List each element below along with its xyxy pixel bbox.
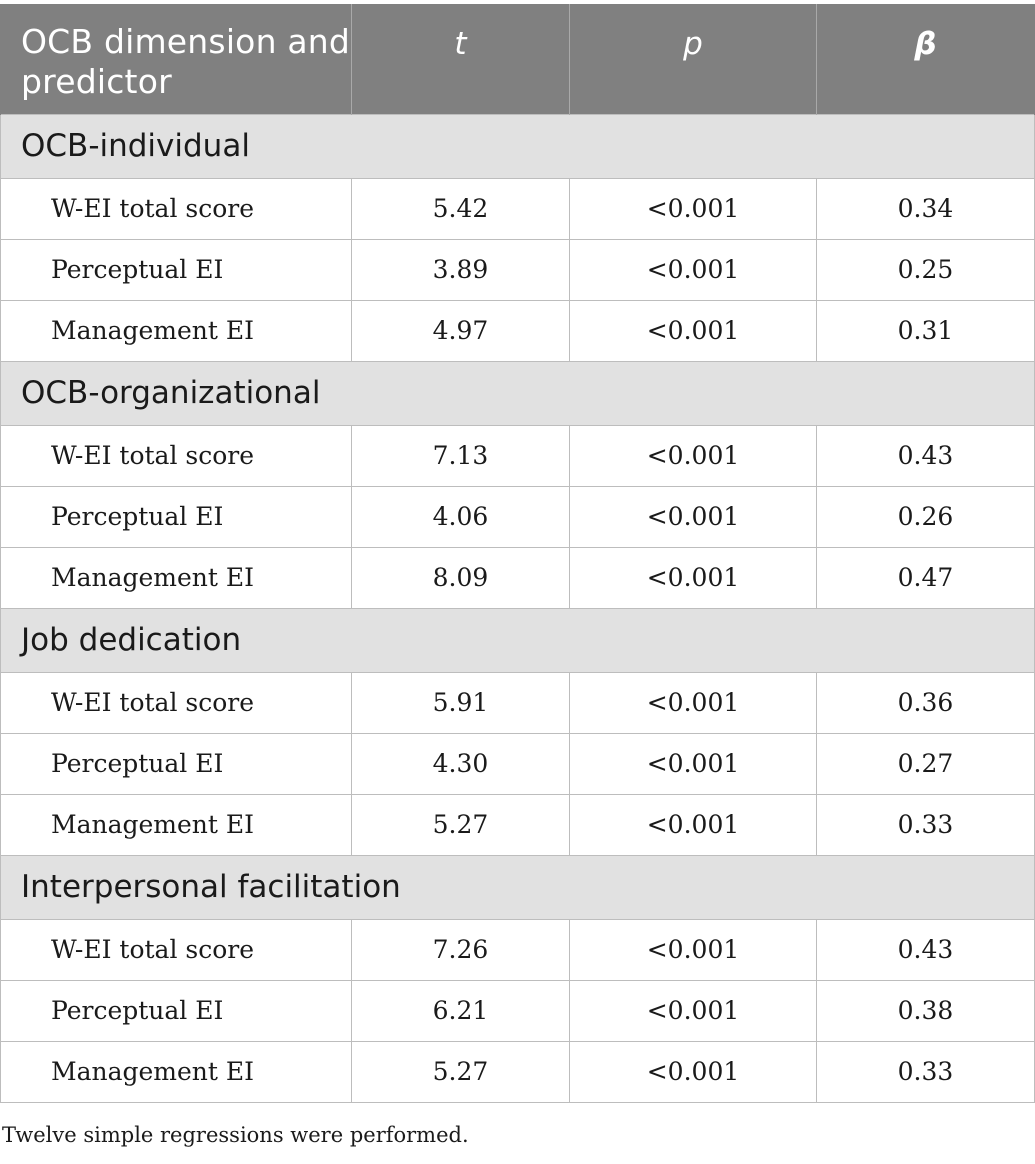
t-cell: 4.30 — [351, 732, 570, 795]
header-beta: β — [816, 4, 1035, 114]
group-row: Interpersonal facilitation — [0, 854, 1035, 920]
predictor-cell: Perceptual EI — [0, 732, 352, 795]
beta-cell: 0.27 — [816, 732, 1035, 795]
predictor-cell: Management EI — [0, 1040, 352, 1103]
p-cell: <0.001 — [569, 1040, 817, 1103]
predictor-cell: Perceptual EI — [0, 979, 352, 1042]
t-cell: 5.27 — [351, 793, 570, 856]
p-cell: <0.001 — [569, 979, 817, 1042]
t-cell: 5.42 — [351, 177, 570, 240]
predictor-cell: W-EI total score — [0, 918, 352, 981]
table-row: W-EI total score 5.42 <0.001 0.34 — [0, 177, 1035, 240]
t-cell: 5.27 — [351, 1040, 570, 1103]
p-cell: <0.001 — [569, 918, 817, 981]
beta-cell: 0.33 — [816, 1040, 1035, 1103]
table-row: Management EI 8.09 <0.001 0.47 — [0, 546, 1035, 609]
header-dimension-predictor: OCB dimension and predictor — [0, 4, 352, 114]
beta-cell: 0.31 — [816, 299, 1035, 362]
group-row: OCB-organizational — [0, 360, 1035, 426]
regression-table-container: OCB dimension and predictor t p β OCB-in… — [0, 4, 1035, 1103]
predictor-cell: Management EI — [0, 793, 352, 856]
table-row: Management EI 5.27 <0.001 0.33 — [0, 1040, 1035, 1103]
p-cell: <0.001 — [569, 732, 817, 795]
beta-cell: 0.25 — [816, 238, 1035, 301]
p-cell: <0.001 — [569, 238, 817, 301]
group-title: OCB-organizational — [0, 360, 1035, 426]
table-footnote: Twelve simple regressions were performed… — [2, 1123, 469, 1147]
t-cell: 7.13 — [351, 424, 570, 487]
table-row: Perceptual EI 4.06 <0.001 0.26 — [0, 485, 1035, 548]
predictor-cell: Management EI — [0, 546, 352, 609]
regression-table: OCB dimension and predictor t p β OCB-in… — [0, 4, 1035, 1103]
predictor-cell: W-EI total score — [0, 177, 352, 240]
table-row: Perceptual EI 6.21 <0.001 0.38 — [0, 979, 1035, 1042]
predictor-cell: Management EI — [0, 299, 352, 362]
group-row: OCB-individual — [0, 113, 1035, 179]
header-row: OCB dimension and predictor t p β — [0, 4, 1035, 114]
header-p: p — [569, 4, 817, 114]
beta-cell: 0.36 — [816, 671, 1035, 734]
predictor-cell: Perceptual EI — [0, 485, 352, 548]
t-cell: 8.09 — [351, 546, 570, 609]
table-body: OCB-individual W-EI total score 5.42 <0.… — [0, 113, 1035, 1103]
table-row: Perceptual EI 3.89 <0.001 0.25 — [0, 238, 1035, 301]
group-row: Job dedication — [0, 607, 1035, 673]
beta-cell: 0.34 — [816, 177, 1035, 240]
table-row: W-EI total score 7.26 <0.001 0.43 — [0, 918, 1035, 981]
p-cell: <0.001 — [569, 793, 817, 856]
beta-cell: 0.26 — [816, 485, 1035, 548]
predictor-cell: W-EI total score — [0, 424, 352, 487]
beta-cell: 0.38 — [816, 979, 1035, 1042]
header-t: t — [351, 4, 570, 114]
beta-cell: 0.33 — [816, 793, 1035, 856]
p-cell: <0.001 — [569, 424, 817, 487]
t-cell: 3.89 — [351, 238, 570, 301]
group-title: Job dedication — [0, 607, 1035, 673]
p-cell: <0.001 — [569, 177, 817, 240]
beta-cell: 0.47 — [816, 546, 1035, 609]
table-header: OCB dimension and predictor t p β — [0, 4, 1035, 114]
predictor-cell: W-EI total score — [0, 671, 352, 734]
t-cell: 6.21 — [351, 979, 570, 1042]
beta-cell: 0.43 — [816, 918, 1035, 981]
table-row: W-EI total score 7.13 <0.001 0.43 — [0, 424, 1035, 487]
t-cell: 7.26 — [351, 918, 570, 981]
table-row: W-EI total score 5.91 <0.001 0.36 — [0, 671, 1035, 734]
table-row: Perceptual EI 4.30 <0.001 0.27 — [0, 732, 1035, 795]
predictor-cell: Perceptual EI — [0, 238, 352, 301]
table-row: Management EI 4.97 <0.001 0.31 — [0, 299, 1035, 362]
beta-cell: 0.43 — [816, 424, 1035, 487]
group-title: OCB-individual — [0, 113, 1035, 179]
p-cell: <0.001 — [569, 485, 817, 548]
group-title: Interpersonal facilitation — [0, 854, 1035, 920]
t-cell: 4.97 — [351, 299, 570, 362]
t-cell: 5.91 — [351, 671, 570, 734]
table-row: Management EI 5.27 <0.001 0.33 — [0, 793, 1035, 856]
t-cell: 4.06 — [351, 485, 570, 548]
p-cell: <0.001 — [569, 671, 817, 734]
p-cell: <0.001 — [569, 299, 817, 362]
p-cell: <0.001 — [569, 546, 817, 609]
